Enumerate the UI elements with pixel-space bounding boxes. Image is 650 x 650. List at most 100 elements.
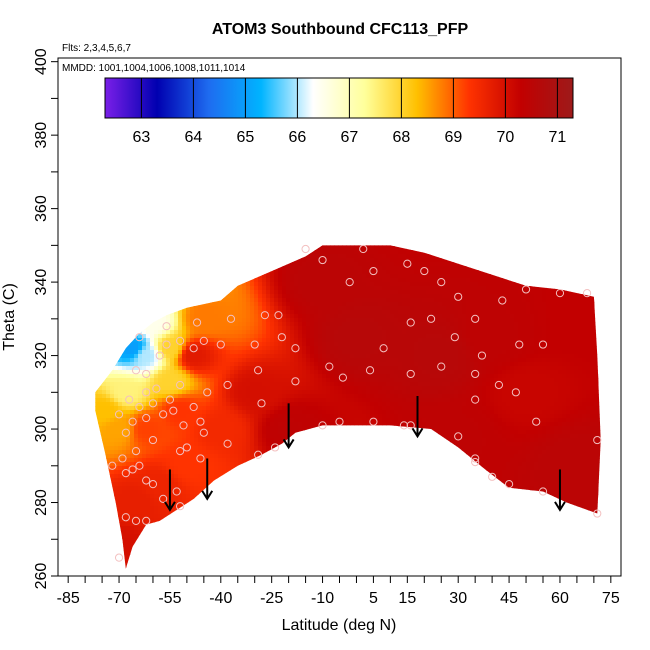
heatmap-cell — [242, 486, 247, 491]
heatmap-cell — [114, 258, 119, 263]
heatmap-cell — [258, 342, 263, 347]
heatmap-cell — [194, 338, 199, 343]
heatmap-cell — [246, 530, 251, 535]
heatmap-cell — [242, 390, 247, 395]
heatmap-cell — [174, 470, 179, 475]
heatmap-cell — [242, 238, 247, 243]
heatmap-cell — [158, 570, 163, 575]
heatmap-cell — [254, 498, 259, 503]
heatmap-cell — [138, 362, 143, 367]
heatmap-cell — [198, 470, 203, 475]
heatmap-cell — [182, 538, 187, 543]
heatmap-cell — [186, 418, 191, 423]
heatmap-cell — [95, 558, 99, 563]
heatmap-cell — [198, 426, 203, 431]
heatmap-cell — [162, 446, 167, 451]
heatmap-cell — [222, 478, 227, 483]
heatmap-cell — [222, 562, 227, 567]
heatmap-cell — [202, 306, 207, 311]
heatmap-cell — [186, 458, 191, 463]
heatmap-cell — [234, 450, 239, 455]
heatmap-cell — [174, 530, 179, 535]
heatmap-cell — [142, 466, 147, 471]
heatmap-cell — [158, 558, 163, 563]
heatmap-cell — [318, 354, 323, 359]
heatmap-cell — [274, 458, 279, 463]
heatmap-cell — [290, 302, 295, 307]
heatmap-cell — [186, 518, 191, 523]
heatmap-cell — [162, 542, 167, 547]
heatmap-cell — [90, 242, 95, 247]
heatmap-cell — [150, 490, 155, 495]
heatmap-cell — [110, 554, 115, 559]
heatmap-cell — [262, 350, 267, 355]
heatmap-cell — [222, 318, 227, 323]
heatmap-cell — [194, 530, 199, 535]
heatmap-cell — [298, 514, 303, 519]
heatmap-cell — [262, 370, 267, 375]
heatmap-cell — [266, 370, 271, 375]
heatmap-cell — [238, 454, 243, 459]
heatmap-cell — [306, 454, 311, 459]
heatmap-cell — [250, 294, 255, 299]
heatmap-cell — [110, 394, 115, 399]
heatmap-cell — [134, 482, 139, 487]
heatmap-cell — [310, 478, 315, 483]
heatmap-cell — [170, 542, 175, 547]
heatmap-cell — [98, 434, 103, 439]
heatmap-cell — [170, 262, 175, 267]
heatmap-cell — [222, 270, 227, 275]
heatmap-cell — [110, 354, 115, 359]
heatmap-cell — [158, 422, 163, 427]
heatmap-cell — [314, 502, 319, 507]
heatmap-cell — [110, 426, 115, 431]
heatmap-cell — [186, 278, 191, 283]
heatmap-cell — [190, 422, 195, 427]
heatmap-cell — [250, 442, 255, 447]
heatmap-cell — [186, 570, 191, 575]
heatmap-cell — [286, 462, 291, 467]
heatmap-cell — [202, 310, 207, 315]
heatmap-cell — [98, 386, 103, 391]
heatmap-cell — [162, 318, 167, 323]
heatmap-cell — [98, 494, 103, 499]
heatmap-cell — [182, 526, 187, 531]
heatmap-cell — [278, 258, 283, 263]
heatmap-cell — [238, 270, 243, 275]
heatmap-cell — [266, 326, 271, 331]
heatmap-cell — [162, 398, 167, 403]
heatmap-cell — [110, 254, 115, 259]
heatmap-cell — [106, 358, 111, 363]
heatmap-cell — [186, 430, 191, 435]
heatmap-cell — [274, 506, 279, 511]
heatmap-cell — [190, 254, 195, 259]
heatmap-cell — [162, 370, 167, 375]
heatmap-cell — [302, 354, 307, 359]
heatmap-cell — [246, 434, 251, 439]
heatmap-cell — [186, 378, 191, 383]
heatmap-cell — [110, 550, 115, 555]
heatmap-cell — [114, 314, 119, 319]
heatmap-cell — [114, 262, 119, 267]
heatmap-cell — [310, 494, 315, 499]
heatmap-cell — [202, 374, 207, 379]
heatmap-cell — [90, 418, 95, 423]
heatmap-cell — [238, 354, 243, 359]
heatmap-cell — [118, 298, 123, 303]
heatmap-cell — [226, 238, 231, 243]
heatmap-cell — [310, 446, 315, 451]
heatmap-cell — [318, 486, 323, 491]
heatmap-cell — [130, 358, 135, 363]
heatmap-cell — [90, 398, 95, 403]
heatmap-cell — [194, 290, 199, 295]
heatmap-cell — [110, 390, 115, 395]
heatmap-cell — [294, 302, 299, 307]
heatmap-cell — [238, 506, 243, 511]
heatmap-cell — [150, 562, 155, 567]
heatmap-cell — [118, 462, 123, 467]
heatmap-cell — [102, 566, 107, 569]
heatmap-cell — [194, 570, 199, 575]
heatmap-cell — [234, 374, 239, 379]
heatmap-cell — [202, 314, 207, 319]
heatmap-cell — [178, 550, 183, 555]
